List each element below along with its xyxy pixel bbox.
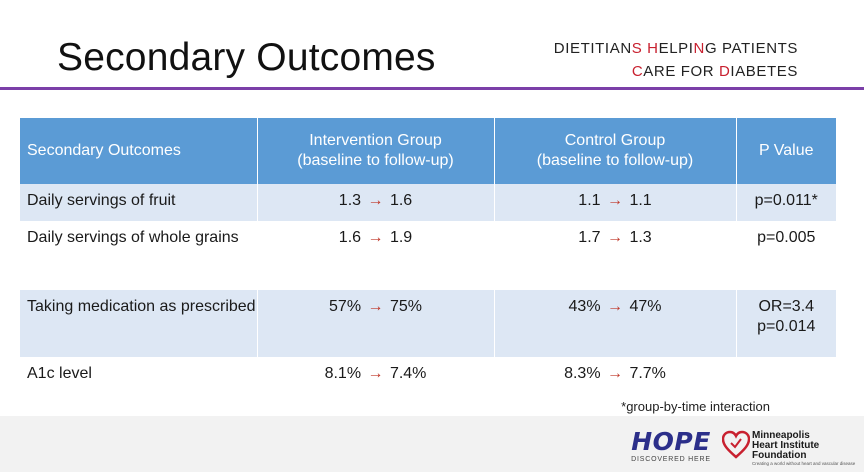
header-intervention: Intervention Group (baseline to follow-u…: [257, 118, 495, 184]
intervention-baseline: 8.1%: [324, 365, 362, 382]
arrow-right-icon: →: [602, 298, 628, 315]
control-baseline: 8.3%: [564, 365, 601, 382]
outcome-cell: Taking medication as prescribed: [20, 290, 258, 357]
intervention-followup: 1.6: [389, 192, 413, 209]
p-value-line: p=0.005: [757, 229, 816, 246]
control-cell: 1.7 → 1.3: [494, 221, 737, 290]
hope-logo-tagline: DISCOVERED HERE: [631, 456, 711, 463]
header-intervention-line-1: Intervention Group: [309, 132, 442, 149]
footnote: *group-by-time interaction: [621, 399, 770, 414]
brand-line-2: CARE FOR DIABETES: [631, 63, 798, 80]
mhif-logo-tagline: Creating a world without heart and vascu…: [752, 461, 856, 466]
p-value-cell: [736, 357, 836, 399]
arrow-right-icon: →: [363, 229, 388, 246]
footer-band: [0, 416, 864, 472]
control-cell: 1.1 → 1.1: [494, 184, 737, 221]
table-row: Daily servings of whole grains 1.6 → 1.9 1…: [20, 221, 836, 290]
outcome-cell: Daily servings of fruit: [20, 184, 258, 221]
control-followup: 1.1: [629, 192, 652, 209]
header-control-line-1: Control Group: [564, 132, 666, 149]
arrow-right-icon: →: [363, 365, 388, 382]
control-cell: 8.3% → 7.7%: [494, 357, 737, 399]
control-baseline: 43%: [568, 298, 601, 315]
intervention-followup: 1.9: [389, 229, 413, 246]
table-row: Taking medication as prescribed 57% → 75%…: [20, 290, 836, 357]
p-value-line: OR=3.4: [758, 298, 815, 315]
brand-line-1: DIETITIANS HELPING PATIENTS: [553, 40, 798, 57]
header-outcomes: Secondary Outcomes: [20, 118, 258, 184]
intervention-followup: 7.4%: [389, 365, 427, 382]
brand-wordmark: DIETITIANS HELPING PATIENTS CARE FOR DIA…: [554, 37, 798, 83]
arrow-right-icon: →: [602, 229, 628, 246]
table-header-row: Secondary Outcomes Intervention Group (b…: [20, 118, 836, 184]
header-p-value: P Value: [736, 118, 836, 184]
heart-icon: [722, 430, 750, 459]
control-baseline: 1.7: [578, 229, 601, 246]
hope-logo-word: HOPE: [631, 427, 711, 456]
control-baseline: 1.1: [578, 192, 601, 209]
title-divider: [0, 87, 864, 90]
arrow-right-icon: →: [602, 365, 628, 382]
mhif-name-line-1: Minneapolis: [752, 430, 810, 441]
intervention-cell: 57% → 75%: [257, 290, 495, 357]
control-followup: 1.3: [629, 229, 652, 246]
intervention-baseline: 57%: [329, 298, 362, 315]
control-cell: 43% → 47%: [494, 290, 737, 357]
mhif-name-line-3: Foundation: [752, 450, 807, 461]
p-value-cell: OR=3.4 p=0.014: [736, 290, 836, 357]
p-value-cell: p=0.005: [736, 221, 836, 290]
control-followup: 7.7%: [629, 365, 666, 382]
intervention-baseline: 1.6: [338, 229, 362, 246]
intervention-baseline: 1.3: [338, 192, 362, 209]
secondary-outcomes-table: Secondary Outcomes Intervention Group (b…: [20, 118, 836, 399]
header-control: Control Group (baseline to follow-up): [494, 118, 737, 184]
arrow-right-icon: →: [363, 298, 388, 315]
intervention-cell: 1.3 → 1.6: [257, 184, 495, 221]
intervention-cell: 1.6 → 1.9: [257, 221, 495, 290]
arrow-right-icon: →: [363, 192, 388, 209]
mhif-logo-name: Minneapolis Heart Institute Foundation: [752, 431, 819, 461]
intervention-cell: 8.1% → 7.4%: [257, 357, 495, 399]
outcome-cell: Daily servings of whole grains: [20, 221, 258, 290]
header-intervention-line-2: (baseline to follow-up): [297, 152, 454, 169]
outcome-cell: A1c level: [20, 357, 258, 399]
intervention-followup: 75%: [389, 298, 422, 315]
header-control-line-2: (baseline to follow-up): [536, 152, 694, 169]
arrow-right-icon: →: [602, 192, 628, 209]
slide-title: Secondary Outcomes: [57, 36, 436, 79]
mhif-logo: Minneapolis Heart Institute Foundation C…: [722, 430, 856, 466]
control-followup: 47%: [629, 298, 662, 315]
hope-logo: HOPE DISCOVERED HERE: [631, 429, 711, 463]
p-value-line: p=0.014: [757, 318, 816, 335]
p-value-cell: p=0.011*: [736, 184, 836, 221]
p-value-line: p=0.011*: [754, 192, 818, 209]
table-row: Daily servings of fruit 1.3 → 1.6 1.1 → 1.…: [20, 184, 836, 221]
table-row: A1c level 8.1% → 7.4% 8.3% → 7.7%: [20, 357, 836, 399]
mhif-name-line-2: Heart Institute: [752, 440, 820, 451]
